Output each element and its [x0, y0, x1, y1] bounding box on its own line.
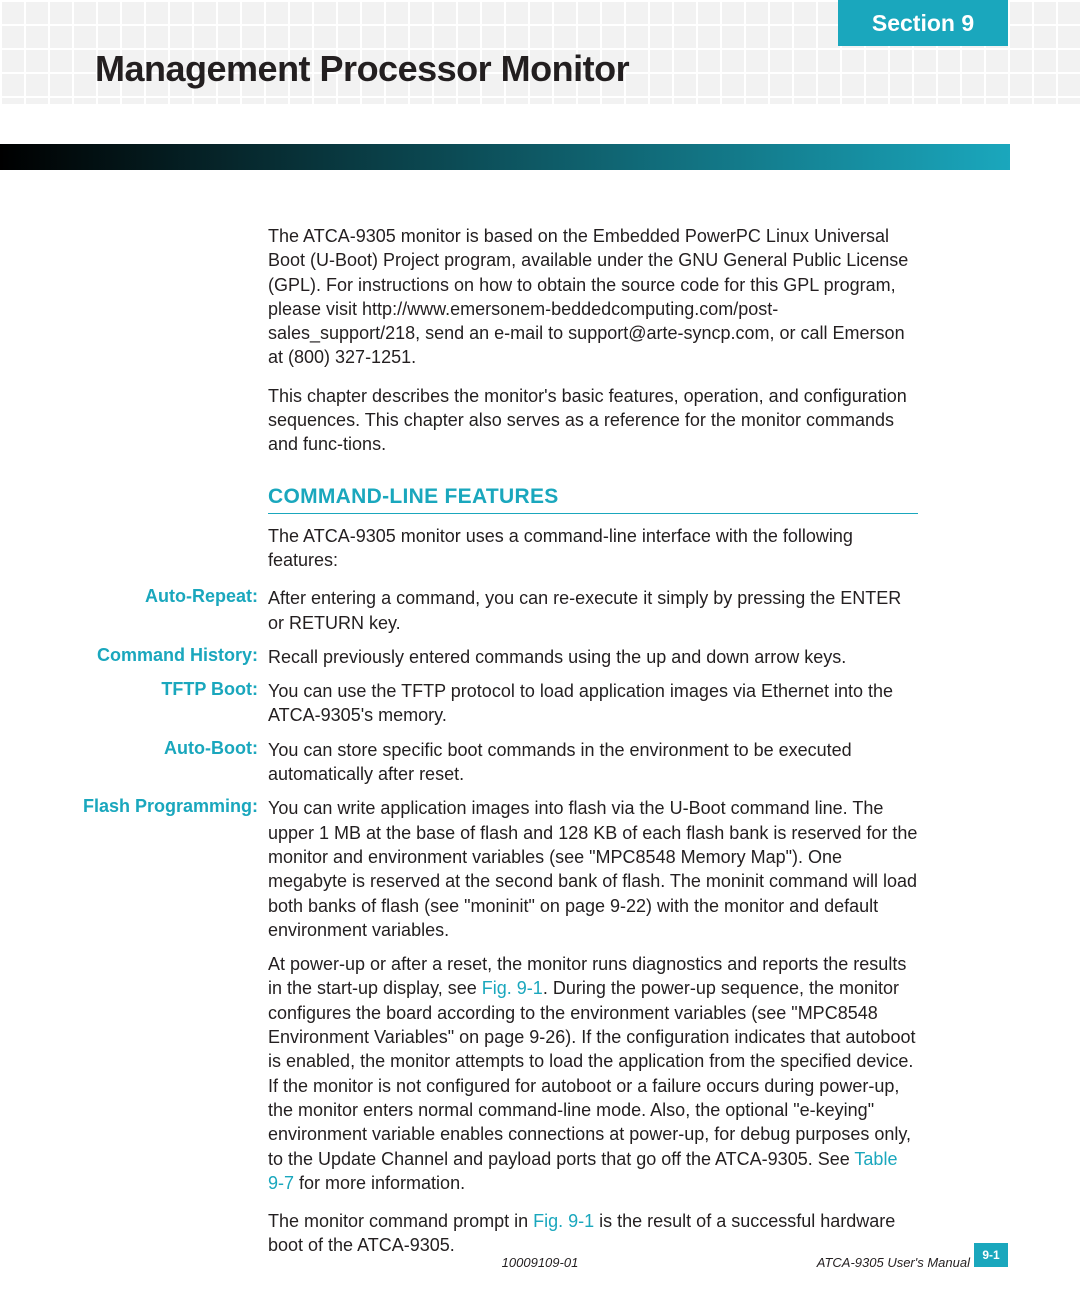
header-gradient-bar: [0, 144, 1010, 170]
feature-label: Auto-Boot:: [78, 738, 268, 787]
feature-row: TFTP Boot: You can use the TFTP protocol…: [78, 679, 918, 728]
page-number-badge: 9-1: [974, 1243, 1008, 1267]
feature-desc: You can store specific boot commands in …: [268, 738, 918, 787]
text-span: . During the power-up sequence, the moni…: [268, 978, 915, 1168]
figure-link[interactable]: Fig. 9-1: [482, 978, 543, 998]
feature-desc: You can write application images into fl…: [268, 796, 918, 942]
page-title: Management Processor Monitor: [95, 48, 629, 90]
footer-docnum: 10009109-01: [502, 1255, 579, 1270]
features-intro: The ATCA-9305 monitor uses a command-lin…: [268, 524, 918, 573]
feature-row: Auto-Repeat: After entering a command, y…: [78, 586, 918, 635]
text-span: The monitor command prompt in: [268, 1211, 533, 1231]
feature-label: Flash Programming:: [78, 796, 268, 942]
section-tab: Section 9: [838, 0, 1008, 46]
feature-label: TFTP Boot:: [78, 679, 268, 728]
feature-desc: You can use the TFTP protocol to load ap…: [268, 679, 918, 728]
after-paragraph-1: At power-up or after a reset, the monito…: [268, 952, 918, 1195]
intro-paragraph-1: The ATCA-9305 monitor is based on the Em…: [268, 224, 918, 370]
features-heading: COMMAND-LINE FEATURES: [268, 485, 918, 514]
feature-desc: After entering a command, you can re-exe…: [268, 586, 918, 635]
feature-label: Auto-Repeat:: [78, 586, 268, 635]
intro-paragraph-2: This chapter describes the monitor's bas…: [268, 384, 918, 457]
content-area: The ATCA-9305 monitor is based on the Em…: [78, 224, 918, 1272]
feature-row: Auto-Boot: You can store specific boot c…: [78, 738, 918, 787]
footer-manual: ATCA-9305 User's Manual: [817, 1255, 970, 1270]
text-span: for more information.: [294, 1173, 465, 1193]
section-tab-label: Section 9: [872, 10, 974, 37]
feature-desc: Recall previously entered commands using…: [268, 645, 918, 669]
feature-row: Command History: Recall previously enter…: [78, 645, 918, 669]
feature-label: Command History:: [78, 645, 268, 669]
figure-link[interactable]: Fig. 9-1: [533, 1211, 594, 1231]
after-paragraph-2: The monitor command prompt in Fig. 9-1 i…: [268, 1209, 918, 1258]
feature-row: Flash Programming: You can write applica…: [78, 796, 918, 942]
